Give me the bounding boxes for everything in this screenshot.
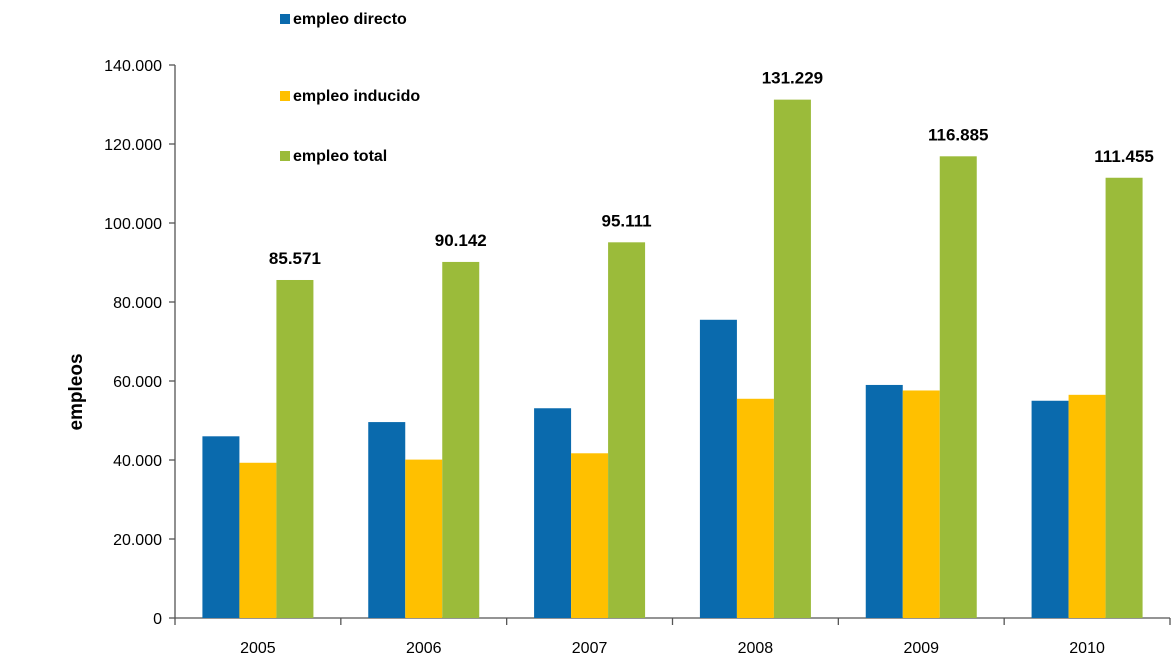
legend-swatch [280, 14, 290, 24]
bar-empleo-inducido-2009 [902, 390, 940, 618]
data-label: 90.142 [435, 231, 487, 250]
y-axis-title: empleos [66, 353, 87, 430]
legend-swatch [280, 151, 290, 161]
bar-empleo-directo-2006 [368, 422, 406, 618]
bar-empleo-total-2009 [939, 156, 977, 618]
y-axis: 0 20.000 40.000 60.000 80.000 100.000 120.000 1… [104, 58, 176, 628]
bar-empleo-directo-2009 [865, 384, 903, 618]
bar-empleo-total-2006 [442, 261, 480, 618]
y-tick-label: 60.000 [113, 374, 162, 391]
bar-empleo-total-2005 [276, 279, 314, 618]
x-tick-label: 2005 [240, 640, 276, 657]
bar-empleo-directo-2005 [202, 436, 240, 618]
y-tick-label: 120.000 [104, 137, 162, 154]
bar-empleo-directo-2010 [1031, 400, 1069, 618]
y-tick-label: 140.000 [104, 58, 162, 75]
bars [202, 99, 1143, 618]
bar-empleo-inducido-2007 [571, 453, 609, 618]
bar-empleo-total-2010 [1105, 177, 1143, 618]
x-tick-label: 2009 [903, 640, 939, 657]
x-tick-label: 2006 [406, 640, 442, 657]
y-tick-label: 100.000 [104, 216, 162, 233]
legend-swatch [280, 91, 290, 101]
bar-empleo-inducido-2008 [736, 398, 774, 618]
bar-empleo-total-2007 [608, 242, 646, 618]
bar-empleo-inducido-2005 [239, 462, 277, 618]
bar-empleo-inducido-2006 [405, 459, 443, 618]
bar-empleo-inducido-2010 [1068, 394, 1106, 618]
data-label: 116.885 [928, 125, 989, 144]
data-label: 85.571 [269, 249, 321, 268]
y-tick-label: 0 [153, 611, 162, 628]
y-tick-label: 40.000 [113, 453, 162, 470]
data-labels: 85.571 90.142 95.111 131.229 116.885 111.455 [269, 69, 1154, 268]
y-tick-label: 20.000 [113, 532, 162, 549]
x-tick-label: 2010 [1069, 640, 1105, 657]
legend-label: empleo total [293, 148, 387, 165]
x-tick-label: 2008 [738, 640, 774, 657]
x-axis: 2005 2006 2007 2008 2009 2010 [174, 617, 1171, 657]
data-label: 111.455 [1094, 147, 1154, 166]
legend: empleo directo empleo inducido empleo tota… [280, 11, 420, 165]
x-tick-label: 2007 [572, 640, 608, 657]
bar-empleo-directo-2007 [534, 408, 572, 618]
data-label: 131.229 [762, 69, 823, 88]
legend-label: empleo inducido [293, 88, 420, 105]
data-label: 95.111 [602, 211, 652, 230]
y-tick-label: 80.000 [113, 295, 162, 312]
legend-label: empleo directo [293, 11, 407, 28]
bar-empleo-total-2008 [773, 99, 811, 618]
bar-empleo-directo-2008 [699, 319, 737, 618]
